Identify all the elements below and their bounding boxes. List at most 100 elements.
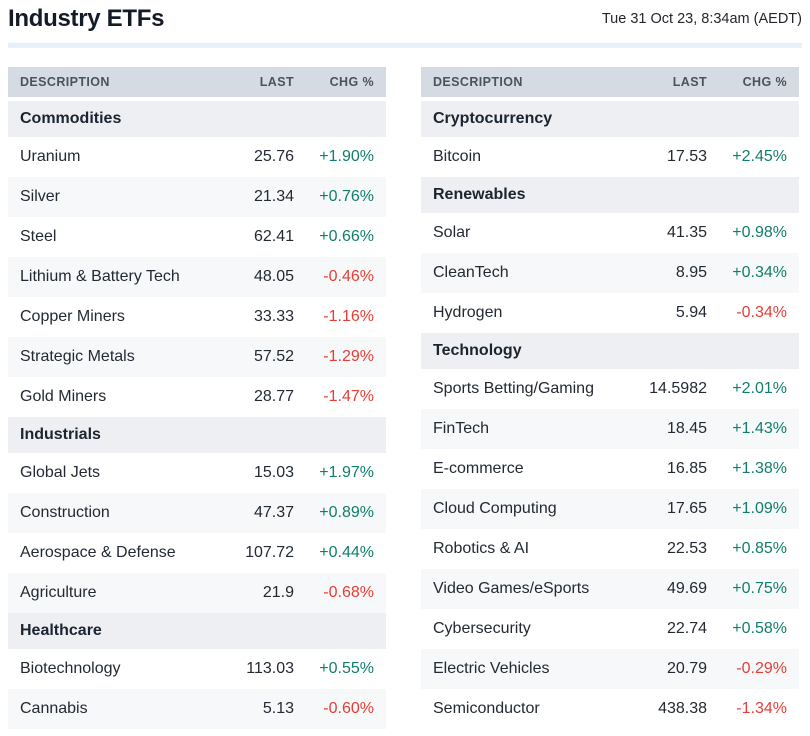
- table-row[interactable]: Strategic Metals 57.52 -1.29%: [8, 337, 386, 377]
- row-description: Cybersecurity: [433, 620, 531, 637]
- table-row[interactable]: Robotics & AI 22.53 +0.85%: [421, 529, 799, 569]
- tables-container: DESCRIPTION LAST CHG % Commodities Urani…: [8, 67, 802, 729]
- row-description: Video Games/eSports: [433, 580, 590, 597]
- row-last: 22.74: [666, 620, 707, 637]
- row-chg: +0.98%: [732, 224, 787, 241]
- row-last: 57.52: [253, 348, 294, 365]
- row-last: 21.9: [262, 584, 294, 601]
- column-header-row: DESCRIPTION LAST CHG %: [8, 67, 386, 97]
- column-header-description: DESCRIPTION: [433, 75, 523, 89]
- row-last: 8.95: [675, 264, 707, 281]
- table-row[interactable]: Silver 21.34 +0.76%: [8, 177, 386, 217]
- section-header-label: Renewables: [433, 186, 526, 203]
- row-last: 18.45: [666, 420, 707, 437]
- row-description: Robotics & AI: [433, 540, 530, 557]
- section-header-label: Commodities: [20, 110, 122, 127]
- table-row[interactable]: E-commerce 16.85 +1.38%: [421, 449, 799, 489]
- section-header: Commodities: [8, 101, 386, 137]
- row-chg: -0.34%: [736, 304, 787, 321]
- row-description: Biotechnology: [20, 660, 121, 677]
- row-description: Uranium: [20, 148, 81, 165]
- table-row[interactable]: Construction 47.37 +0.89%: [8, 493, 386, 533]
- row-description: Aerospace & Defense: [20, 544, 176, 561]
- row-chg: +0.55%: [319, 660, 374, 677]
- row-last: 438.38: [658, 700, 707, 717]
- row-description: Lithium & Battery Tech: [20, 268, 180, 285]
- section-header-label: Technology: [433, 342, 522, 359]
- etf-table-left: DESCRIPTION LAST CHG % Commodities Urani…: [8, 67, 386, 729]
- row-chg: +0.75%: [732, 580, 787, 597]
- row-last: 33.33: [253, 308, 294, 325]
- row-last: 25.76: [253, 148, 294, 165]
- row-description: Cannabis: [20, 700, 88, 717]
- table-row[interactable]: Lithium & Battery Tech 48.05 -0.46%: [8, 257, 386, 297]
- row-chg: -0.46%: [323, 268, 374, 285]
- table-row[interactable]: Cannabis 5.13 -0.60%: [8, 689, 386, 729]
- row-description: FinTech: [433, 420, 490, 437]
- table-row[interactable]: Uranium 25.76 +1.90%: [8, 137, 386, 177]
- table-row[interactable]: Cybersecurity 22.74 +0.58%: [421, 609, 799, 649]
- table-row[interactable]: Sports Betting/Gaming 14.5982 +2.01%: [421, 369, 799, 409]
- row-chg: -1.29%: [323, 348, 374, 365]
- table-row[interactable]: Solar 41.35 +0.98%: [421, 213, 799, 253]
- row-description: E-commerce: [433, 460, 524, 477]
- row-chg: +1.90%: [319, 148, 374, 165]
- row-chg: +0.44%: [319, 544, 374, 561]
- column-header-description: DESCRIPTION: [20, 75, 110, 89]
- row-last: 47.37: [253, 504, 294, 521]
- row-last: 17.65: [666, 500, 707, 517]
- section-header: Healthcare: [8, 613, 386, 649]
- row-last: 5.13: [262, 700, 294, 717]
- table-row[interactable]: Semiconductor 438.38 -1.34%: [421, 689, 799, 729]
- table-row[interactable]: Cloud Computing 17.65 +1.09%: [421, 489, 799, 529]
- row-chg: +1.38%: [732, 460, 787, 477]
- table-row[interactable]: Hydrogen 5.94 -0.34%: [421, 293, 799, 333]
- row-chg: +0.66%: [319, 228, 374, 245]
- section-header-label: Industrials: [20, 426, 101, 443]
- row-description: Silver: [20, 188, 61, 205]
- row-chg: -1.47%: [323, 388, 374, 405]
- row-description: Steel: [20, 228, 57, 245]
- table-row[interactable]: Biotechnology 113.03 +0.55%: [8, 649, 386, 689]
- row-chg: +1.43%: [732, 420, 787, 437]
- page-title: Industry ETFs: [8, 5, 165, 32]
- row-last: 22.53: [666, 540, 707, 557]
- row-last: 113.03: [246, 660, 294, 677]
- row-chg: -0.29%: [736, 660, 787, 677]
- etf-table-right: DESCRIPTION LAST CHG % Cryptocurrency Bi…: [421, 67, 799, 729]
- table-row[interactable]: Agriculture 21.9 -0.68%: [8, 573, 386, 613]
- row-chg: +0.89%: [319, 504, 374, 521]
- row-chg: +0.34%: [732, 264, 787, 281]
- table-row[interactable]: Global Jets 15.03 +1.97%: [8, 453, 386, 493]
- row-description: Bitcoin: [433, 148, 482, 165]
- section-header: Cryptocurrency: [421, 101, 799, 137]
- section-header: Renewables: [421, 177, 799, 213]
- section-header: Industrials: [8, 417, 386, 453]
- table-row[interactable]: CleanTech 8.95 +0.34%: [421, 253, 799, 293]
- row-description: Solar: [433, 224, 471, 241]
- row-last: 48.05: [253, 268, 294, 285]
- row-description: CleanTech: [433, 264, 509, 281]
- row-last: 62.41: [253, 228, 294, 245]
- row-chg: +2.01%: [732, 380, 787, 397]
- table-row[interactable]: Copper Miners 33.33 -1.16%: [8, 297, 386, 337]
- row-chg: +2.45%: [732, 148, 787, 165]
- section-header-label: Cryptocurrency: [433, 110, 553, 127]
- row-description: Cloud Computing: [433, 500, 557, 517]
- table-row[interactable]: Video Games/eSports 49.69 +0.75%: [421, 569, 799, 609]
- row-description: Semiconductor: [433, 700, 540, 717]
- column-header-last: LAST: [672, 75, 707, 89]
- row-description: Global Jets: [20, 464, 101, 481]
- table-row[interactable]: Steel 62.41 +0.66%: [8, 217, 386, 257]
- table-row[interactable]: Bitcoin 17.53 +2.45%: [421, 137, 799, 177]
- row-last: 49.69: [666, 580, 707, 597]
- timestamp: Tue 31 Oct 23, 8:34am (AEDT): [601, 11, 802, 27]
- section-header-label: Healthcare: [20, 622, 102, 639]
- table-row[interactable]: Gold Miners 28.77 -1.47%: [8, 377, 386, 417]
- table-row[interactable]: Aerospace & Defense 107.72 +0.44%: [8, 533, 386, 573]
- row-chg: -1.34%: [736, 700, 787, 717]
- column-header-row: DESCRIPTION LAST CHG %: [421, 67, 799, 97]
- table-row[interactable]: FinTech 18.45 +1.43%: [421, 409, 799, 449]
- row-description: Electric Vehicles: [433, 660, 550, 677]
- table-row[interactable]: Electric Vehicles 20.79 -0.29%: [421, 649, 799, 689]
